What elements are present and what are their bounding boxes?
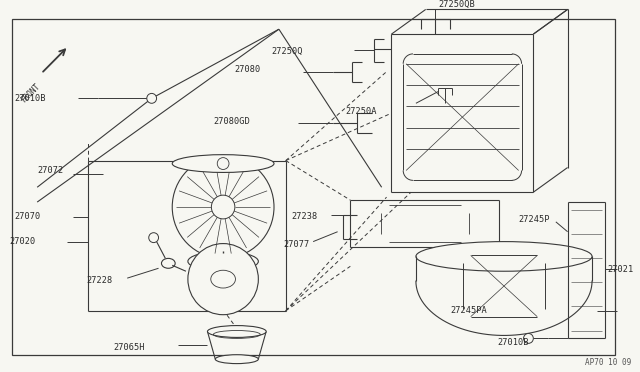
Circle shape	[524, 333, 533, 343]
Text: 27228: 27228	[86, 276, 113, 285]
Ellipse shape	[188, 251, 259, 271]
Ellipse shape	[207, 326, 266, 337]
Text: 27250QB: 27250QB	[438, 0, 475, 9]
Text: 27021: 27021	[608, 265, 634, 274]
Text: 27070: 27070	[15, 212, 41, 221]
Text: 27250A: 27250A	[345, 107, 377, 116]
Text: 27080: 27080	[235, 65, 261, 74]
Text: 27245P: 27245P	[518, 215, 550, 224]
Text: AP70 10 09: AP70 10 09	[585, 357, 632, 367]
Ellipse shape	[215, 355, 259, 363]
Ellipse shape	[172, 155, 274, 173]
Circle shape	[172, 155, 274, 259]
Text: 27250Q: 27250Q	[272, 47, 303, 57]
Text: 27010B: 27010B	[497, 338, 529, 347]
Circle shape	[211, 195, 235, 219]
Text: 27072: 27072	[37, 166, 63, 175]
Ellipse shape	[416, 241, 592, 271]
Circle shape	[147, 93, 157, 103]
Text: 27010B: 27010B	[15, 94, 46, 103]
Circle shape	[217, 158, 229, 170]
Circle shape	[148, 233, 159, 243]
Text: 27238: 27238	[292, 212, 318, 221]
Text: 27080GD: 27080GD	[213, 116, 250, 126]
Ellipse shape	[161, 259, 175, 268]
Text: FRONT: FRONT	[20, 81, 42, 104]
Text: 27020: 27020	[10, 237, 36, 246]
Text: 27065H: 27065H	[113, 343, 145, 352]
Text: 27245PA: 27245PA	[450, 306, 487, 315]
Ellipse shape	[211, 270, 236, 288]
Circle shape	[188, 244, 259, 315]
Text: 27077: 27077	[284, 240, 310, 249]
